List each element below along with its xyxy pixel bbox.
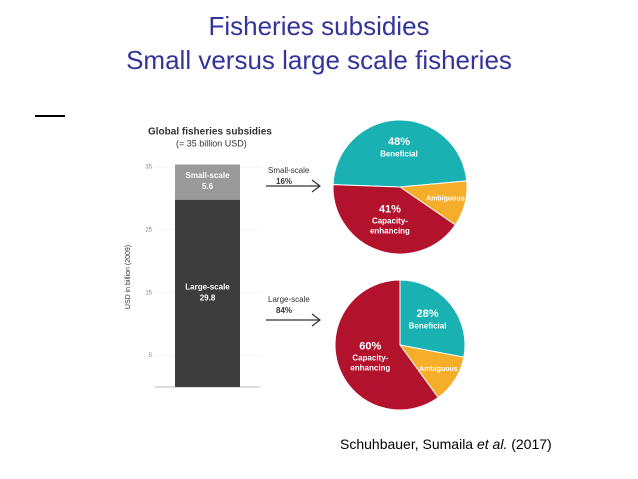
chart-title: Global fisheries subsidies xyxy=(148,127,272,138)
pie-slice xyxy=(399,279,466,358)
citation: Schuhbauer, Sumaila et al. (2017) xyxy=(340,436,552,452)
pie-title: Small-scale xyxy=(268,166,310,175)
pie-category-label: Ambiguous xyxy=(419,366,458,373)
pie-share: 16% xyxy=(276,177,292,186)
segment-value: 29.8 xyxy=(200,293,216,302)
label-line: enhancing xyxy=(370,227,410,236)
pie-value-label: 48% xyxy=(388,136,410,148)
pie-category-label: Ambiguous xyxy=(426,196,465,203)
arrow-head xyxy=(311,313,321,327)
citation-authors: Schuhbauer, Sumaila xyxy=(340,436,474,452)
segment-name: Small-scale xyxy=(185,171,230,180)
arrow-head xyxy=(311,179,321,193)
pie-share: 84% xyxy=(276,306,292,315)
y-tick-label: 35 xyxy=(145,165,152,171)
pie-value-label: 41% xyxy=(379,203,401,215)
pie-slice xyxy=(332,184,456,255)
label-line: Capacity- xyxy=(352,354,388,363)
chart-subtitle: (= 35 billion USD) xyxy=(176,138,247,148)
pie-category-label: Capacity-enhancing xyxy=(370,217,410,236)
segment-value: 5.6 xyxy=(202,182,214,191)
pie-slice xyxy=(334,279,439,411)
y-tick-label: 25 xyxy=(145,227,152,233)
y-tick-label: 15 xyxy=(145,290,152,296)
pie-value-label: 60% xyxy=(359,341,381,353)
segment-name: Large-scale xyxy=(185,282,230,291)
pie-title: Large-scale xyxy=(268,295,310,304)
slide-subtitle: Small versus large scale fisheries xyxy=(126,45,512,75)
citation-year: (2017) xyxy=(511,436,552,452)
slide-title: Fisheries subsidies xyxy=(208,11,430,41)
pie-category-label: Beneficial xyxy=(409,321,447,330)
label-line: enhancing xyxy=(350,364,390,373)
bar-segment xyxy=(175,199,240,387)
pie-category-label: Capacity-enhancing xyxy=(350,354,390,373)
y-axis-label: USD in billion (2009) xyxy=(125,245,132,309)
pie-category-label: Beneficial xyxy=(380,149,418,158)
dash xyxy=(35,115,65,117)
y-tick-label: 5 xyxy=(149,353,153,359)
label-line: Capacity- xyxy=(372,217,408,226)
citation-etal: et al. xyxy=(476,436,508,452)
pie-slice xyxy=(332,119,468,188)
bar-segment xyxy=(175,164,240,200)
pie-value-label: 28% xyxy=(417,308,439,320)
